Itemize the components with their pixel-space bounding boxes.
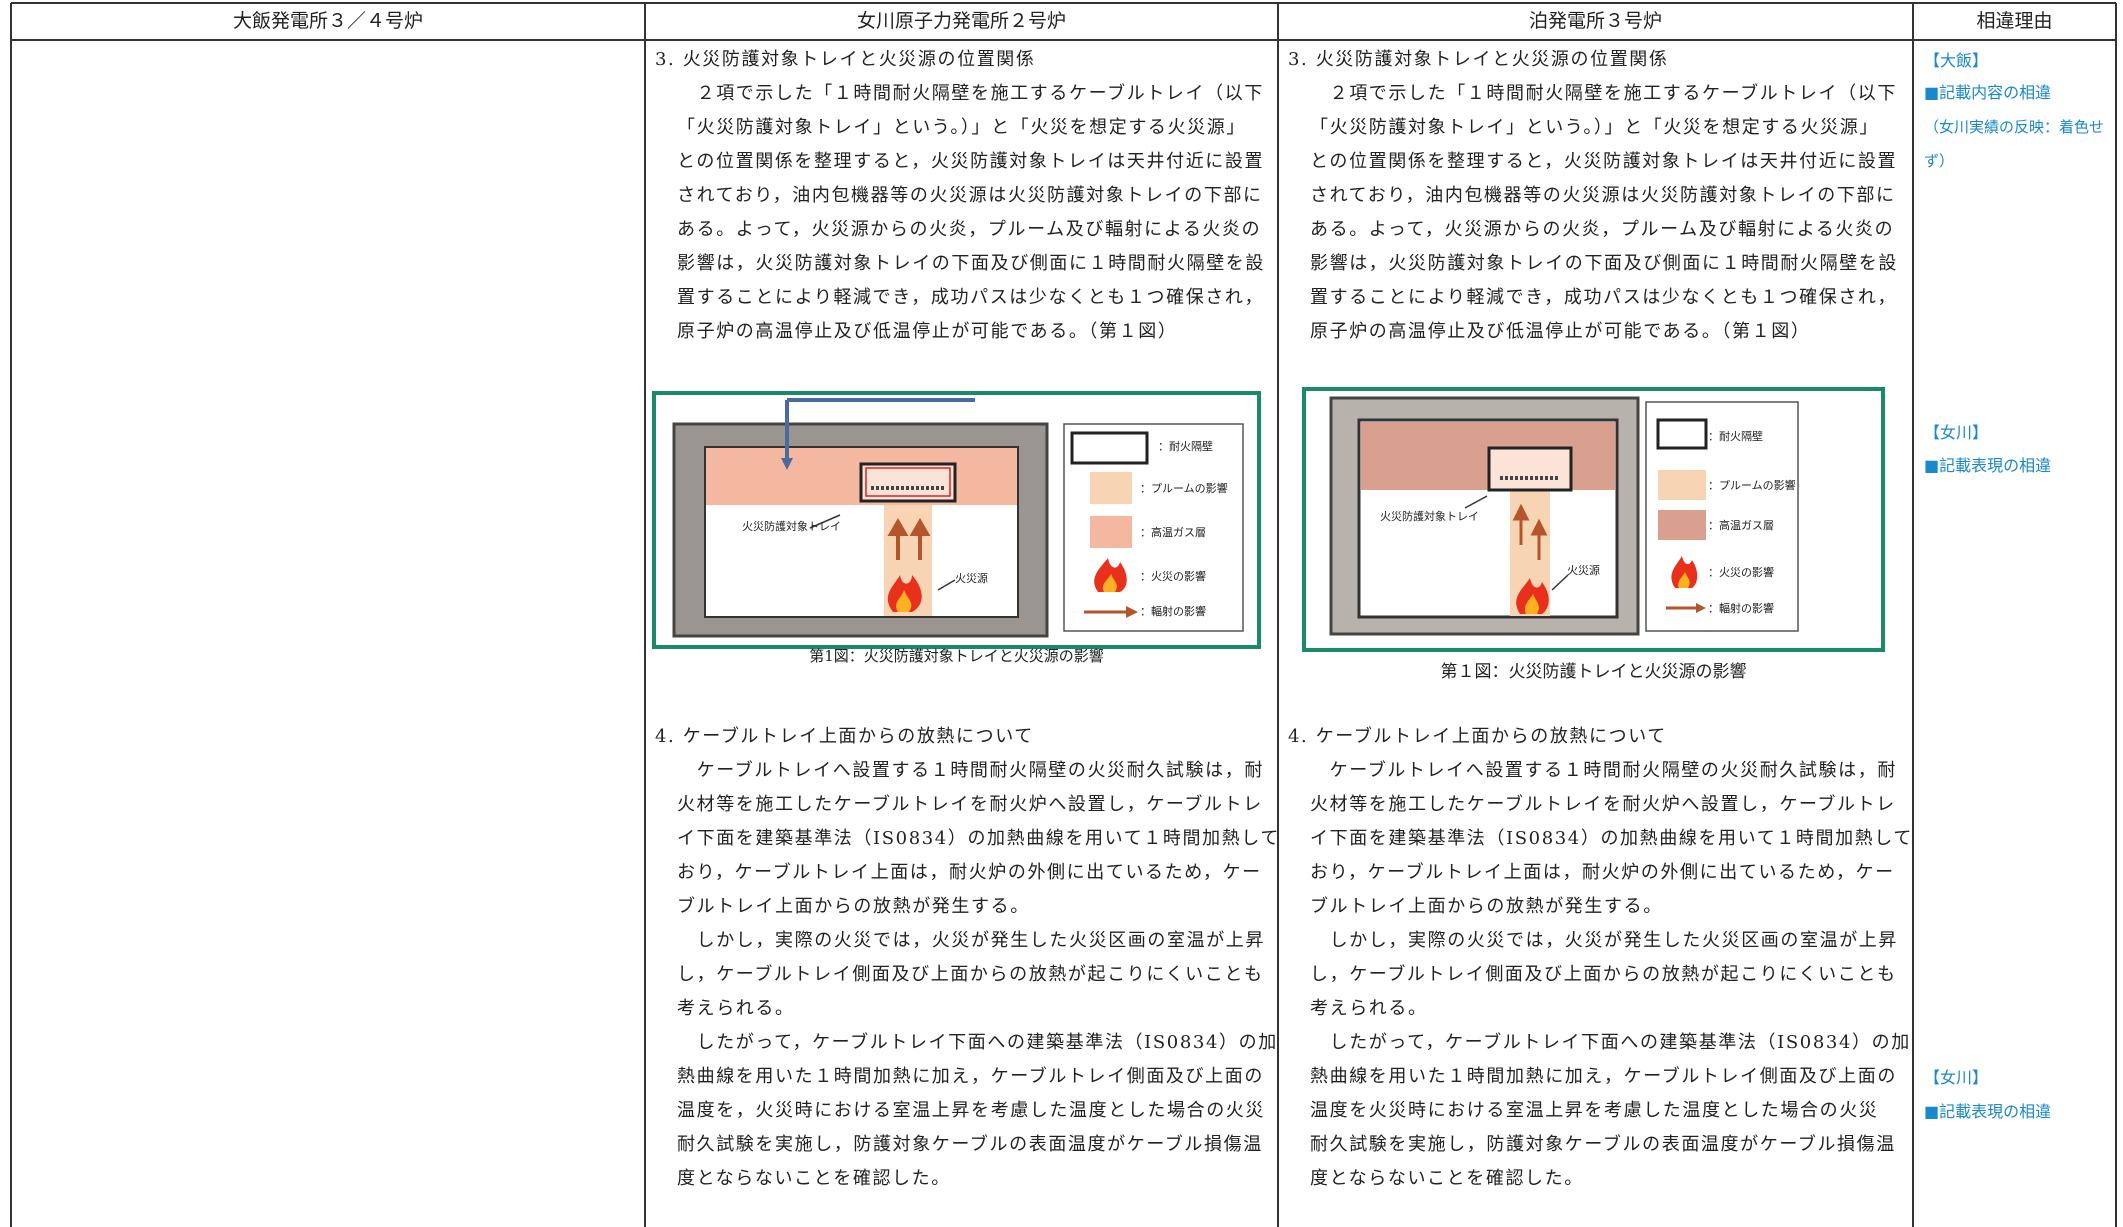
paragraph-line: 耐久試験を実施し，防護対象ケーブルの表面温度がケーブル損傷温 [1310,1134,1896,1155]
legend-text: ：輻射の影響 [1708,601,1774,615]
paragraph-line: ２項で示した「１時間耐火隔壁を施工するケーブルトレイ（以下 [677,83,1264,104]
column-header: 相違理由 [1976,10,2053,32]
paragraph-line: ある。よって，火災源からの火炎，プルーム及び輻射による火炎の [1310,219,1895,240]
figure-label: 火災源 [955,571,988,585]
legend-text: ：耐火隔壁 [1708,429,1763,443]
section-title: 3. 火災防護対象トレイと火災源の位置関係 [655,49,1036,70]
tomari-figure [1302,387,1885,652]
onagawa-figure [652,391,1261,649]
reason-item: ■記載表現の相違 [1924,1102,2052,1121]
paragraph-line: との位置関係を整理すると，火災防護対象トレイは天井付近に設置 [677,151,1265,172]
column-header: 大飯発電所３／４号炉 [232,10,423,32]
section-title: 3. 火災防護対象トレイと火災源の位置関係 [1288,49,1669,70]
paragraph-line: 置することにより軽減でき，成功パスは少なくとも１つ確保され， [1310,287,1898,308]
legend-text: ：プルームの影響 [1708,478,1796,492]
legend-text: ：輻射の影響 [1140,604,1206,618]
figure-label: 火災源 [1567,563,1600,577]
section-title: 4. ケーブルトレイ上面からの放熱について [655,726,1034,747]
paragraph-line: されており，油内包機器等の火災源は火災防護対象トレイの下部に [677,185,1263,206]
paragraph-line: 温度を火災時における室温上昇を考慮した温度とした場合の火災 [1310,1100,1879,1121]
paragraph-line: イ下面を建築基準法（IS0834）の加熱曲線を用いて１時間加熱して [677,828,1280,849]
legend-text: ：高温ガス層 [1140,525,1206,539]
paragraph-line: 原子炉の高温停止及び低温停止が可能である。（第１図） [677,321,1178,342]
legend-text: ：火災の影響 [1708,565,1774,579]
legend-text: ：高温ガス層 [1708,518,1774,532]
figure-caption: 第１図：火災防護トレイと火災源の影響 [1440,662,1747,682]
reason-item: ■記載表現の相違 [1924,456,2052,475]
paragraph-line: 度とならないことを確認した。 [677,1168,951,1189]
paragraph-line: 火材等を施工したケーブルトレイを耐火炉へ設置し，ケーブルトレ [677,794,1263,815]
column-header: 泊発電所３号炉 [1528,10,1662,32]
paragraph-line: イ下面を建築基準法（IS0834）の加熱曲線を用いて１時間加熱して [1310,828,1913,849]
paragraph-line: しかし，実際の火災では，火災が発生した火災区画の室温が上昇 [1310,930,1898,951]
legend-text: ：火災の影響 [1140,569,1206,583]
paragraph-line: しかし，実際の火災では，火災が発生した火災区画の室温が上昇 [677,930,1265,951]
reason-tag: 【女川】 [1924,1068,1989,1087]
paragraph-line: 耐久試験を実施し，防護対象ケーブルの表面温度がケーブル損傷温 [677,1134,1263,1155]
figure-label: 火災防護対象トレイ [1380,509,1479,523]
paragraph-line: おり，ケーブルトレイ上面は，耐火炉の外側に出ているため，ケー [677,862,1262,883]
paragraph-line: 考えられる。 [677,998,795,1019]
figure-caption: 第1図：火災防護対象トレイと火災源の影響 [809,647,1104,665]
paragraph-line: 「火災防護対象トレイ」という。）」と「火災を想定する火災源」 [1310,117,1879,138]
reason-item: ■記載内容の相違 [1924,83,2052,102]
paragraph-line: 熱曲線を用いた１時間加熱に加え，ケーブルトレイ側面及び上面の [1310,1066,1897,1087]
paragraph-line: 火材等を施工したケーブルトレイを耐火炉へ設置し，ケーブルトレ [1310,794,1896,815]
paragraph-line: 温度を，火災時における室温上昇を考慮した温度とした場合の火災 [677,1100,1265,1121]
paragraph-line: 「火災防護対象トレイ」という。）」と「火災を想定する火災源」 [677,117,1246,138]
reason-tag: 【女川】 [1924,423,1989,442]
column-header: 女川原子力発電所２号炉 [856,10,1066,32]
figure-label: 火災防護対象トレイ [742,519,841,533]
paragraph-line: 置することにより軽減でき，成功パスは少なくとも１つ確保され， [677,287,1265,308]
paragraph-line: 度とならないことを確認した。 [1310,1168,1584,1189]
paragraph-line: ある。よって，火災源からの火炎，プルーム及び輻射による火炎の [677,219,1262,240]
paragraph-line: ケーブルトレイへ設置する１時間耐火隔壁の火災耐久試験は，耐 [1310,760,1897,781]
paragraph-line: 熱曲線を用いた１時間加熱に加え，ケーブルトレイ側面及び上面の [677,1066,1264,1087]
paragraph-line: 影響は，火災防護対象トレイの下面及び側面に１時間耐火隔壁を設 [677,253,1265,274]
paragraph-line: おり，ケーブルトレイ上面は，耐火炉の外側に出ているため，ケー [1310,862,1895,883]
paragraph-line: との位置関係を整理すると，火災防護対象トレイは天井付近に設置 [1310,151,1898,172]
legend-text: ：プルームの影響 [1140,481,1228,495]
paragraph-line: ブルトレイ上面からの放熱が発生する。 [1310,896,1663,917]
paragraph-line: 影響は，火災防護対象トレイの下面及び側面に１時間耐火隔壁を設 [1310,253,1898,274]
reason-tag: 【大飯】 [1924,51,1989,70]
legend-text: ：耐火隔壁 [1158,439,1213,453]
reason-item: （女川実績の反映：着色せず） [1924,118,2105,170]
paragraph-line: 考えられる。 [1310,998,1428,1019]
paragraph-line: ブルトレイ上面からの放熱が発生する。 [677,896,1030,917]
paragraph-line: したがって，ケーブルトレイ下面への建築基準法（IS0834）の加 [677,1032,1278,1053]
paragraph-line: ２項で示した「１時間耐火隔壁を施工するケーブルトレイ（以下 [1310,83,1897,104]
paragraph-line: したがって，ケーブルトレイ下面への建築基準法（IS0834）の加 [1310,1032,1911,1053]
paragraph-line: 原子炉の高温停止及び低温停止が可能である。（第１図） [1310,321,1811,342]
paragraph-line: し，ケーブルトレイ側面及び上面からの放熱が起こりにくいことも [677,964,1264,985]
paragraph-line: されており，油内包機器等の火災源は火災防護対象トレイの下部に [1310,185,1896,206]
paragraph-line: ケーブルトレイへ設置する１時間耐火隔壁の火災耐久試験は，耐 [677,760,1264,781]
paragraph-line: し，ケーブルトレイ側面及び上面からの放熱が起こりにくいことも [1310,964,1897,985]
section-title: 4. ケーブルトレイ上面からの放熱について [1288,726,1667,747]
